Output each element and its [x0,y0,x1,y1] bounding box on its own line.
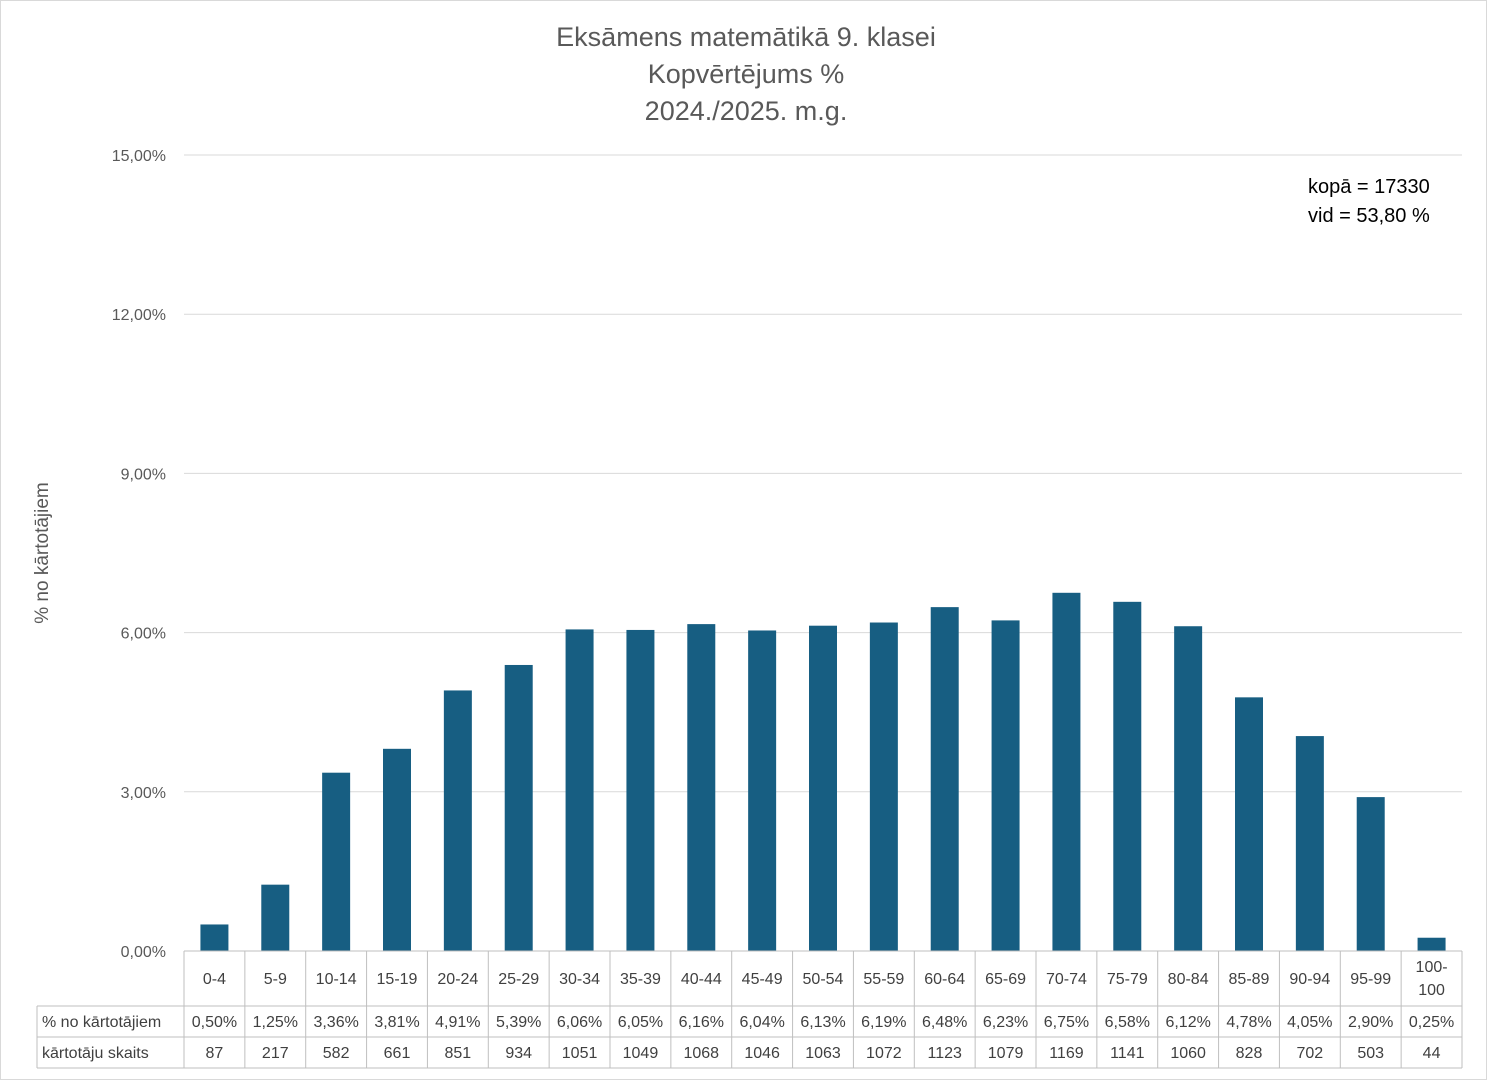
x-tick-label: 95-99 [1350,971,1391,988]
bar-18 [1295,736,1324,951]
bar-12 [930,607,959,951]
x-tick-label: 0-4 [203,971,226,988]
chart-title-line-3: 2024./2025. m.g. [645,96,848,126]
x-tick-label: 60-64 [924,971,965,988]
table-cell-percent: 2,90% [1348,1014,1393,1031]
annotation-total: kopā = 17330 [1308,176,1430,198]
bar-15 [1113,601,1142,951]
bar-8 [687,624,716,951]
bar-2 [322,772,351,951]
y-tick-label: 3,00% [121,785,166,802]
y-tick-label: 6,00% [121,626,166,643]
y-axis-label: % no kārtotājiem [32,482,53,624]
bar-20 [1417,937,1446,951]
chart-title-line-2: Kopvērtējums % [648,59,845,89]
table-cell-count: 44 [1423,1045,1441,1062]
x-tick-label: 30-34 [559,971,600,988]
x-tick-label: 80-84 [1168,971,1209,988]
table-cell-count: 1049 [623,1045,659,1062]
table-cell-percent: 4,05% [1287,1014,1332,1031]
table-cell-count: 934 [505,1045,532,1062]
x-tick-label: 15-19 [377,971,418,988]
table-cell-count: 1060 [1170,1045,1206,1062]
bar-4 [443,690,472,951]
table-cell-count: 1169 [1049,1045,1084,1062]
y-tick-label: 9,00% [121,466,166,483]
table-cell-percent: 4,91% [435,1014,480,1031]
x-tick-label: 90-94 [1289,971,1330,988]
table-cell-percent: 3,81% [374,1014,419,1031]
table-cell-count: 1046 [744,1045,780,1062]
bar-7 [626,629,655,951]
table-cell-percent: 6,12% [1165,1014,1210,1031]
table-cell-percent: 6,05% [618,1014,663,1031]
bar-16 [1174,626,1203,951]
table-cell-percent: 6,13% [800,1014,845,1031]
table-cell-count: 582 [323,1045,350,1062]
table-cell-percent: 6,06% [557,1014,602,1031]
bar-9 [748,630,777,951]
x-tick-label: 55-59 [863,971,904,988]
x-tick-label: 100-100 [1416,959,1448,999]
x-tick-label: 35-39 [620,971,661,988]
table-cell-percent: 0,50% [192,1014,237,1031]
table-cell-percent: 6,48% [922,1014,967,1031]
table-cell-count: 1079 [988,1045,1024,1062]
bar-19 [1356,797,1385,951]
table-cell-count: 828 [1236,1045,1263,1062]
table-cell-percent: 6,23% [983,1014,1028,1031]
table-cell-count: 1072 [866,1045,902,1062]
bar-11 [869,622,898,951]
x-tick-label: 65-69 [985,971,1026,988]
table-cell-percent: 6,75% [1044,1014,1089,1031]
table-cell-count: 1141 [1110,1045,1145,1062]
bar-17 [1235,697,1263,951]
table-cell-percent: 4,78% [1226,1014,1271,1031]
x-tick-label: 10-14 [316,971,357,988]
bar-3 [383,748,411,951]
chart-title-line-1: Eksāmens matemātikā 9. klasei [556,22,936,52]
x-tick-label: 25-29 [498,971,539,988]
table-cell-percent: 1,25% [253,1014,298,1031]
table-cell-count: 851 [445,1045,472,1062]
annotation-average: vid = 53,80 % [1308,205,1430,227]
x-tick-label: 70-74 [1046,971,1087,988]
table-cell-count: 1123 [928,1045,963,1062]
table-cell-percent: 5,39% [496,1014,541,1031]
bar-5 [504,664,533,951]
table-row-label-count: kārtotāju skaits [42,1045,149,1062]
table-cell-count: 1051 [562,1045,598,1062]
table-cell-percent: 6,19% [861,1014,906,1031]
table-cell-count: 1063 [805,1045,841,1062]
x-tick-label: 45-49 [742,971,783,988]
x-tick-label: 20-24 [437,971,478,988]
x-tick-label: 85-89 [1229,971,1270,988]
y-tick-label: 12,00% [112,307,166,324]
table-cell-percent: 6,16% [679,1014,724,1031]
table-cell-count: 503 [1357,1045,1384,1062]
bar-6 [565,629,594,951]
table-cell-percent: 6,58% [1105,1014,1150,1031]
bar-1 [261,884,290,951]
x-tick-label: 40-44 [681,971,722,988]
y-tick-label: 15,00% [112,148,166,165]
bar-13 [991,620,1020,951]
table-cell-percent: 0,25% [1409,1014,1454,1031]
table-cell-percent: 6,04% [739,1014,784,1031]
y-tick-label: 0,00% [121,944,166,961]
table-cell-percent: 3,36% [313,1014,358,1031]
table-cell-count: 661 [384,1045,411,1062]
x-tick-label: 5-9 [264,971,287,988]
table-cell-count: 217 [262,1045,289,1062]
table-cell-count: 87 [206,1045,224,1062]
table-cell-count: 702 [1297,1045,1324,1062]
bar-14 [1052,592,1081,951]
bar-10 [809,625,837,951]
table-cell-count: 1068 [683,1045,719,1062]
x-tick-label: 50-54 [803,971,844,988]
x-tick-label: 75-79 [1107,971,1148,988]
bar-0 [200,924,229,951]
table-row-label-percent: % no kārtotājiem [42,1014,161,1031]
